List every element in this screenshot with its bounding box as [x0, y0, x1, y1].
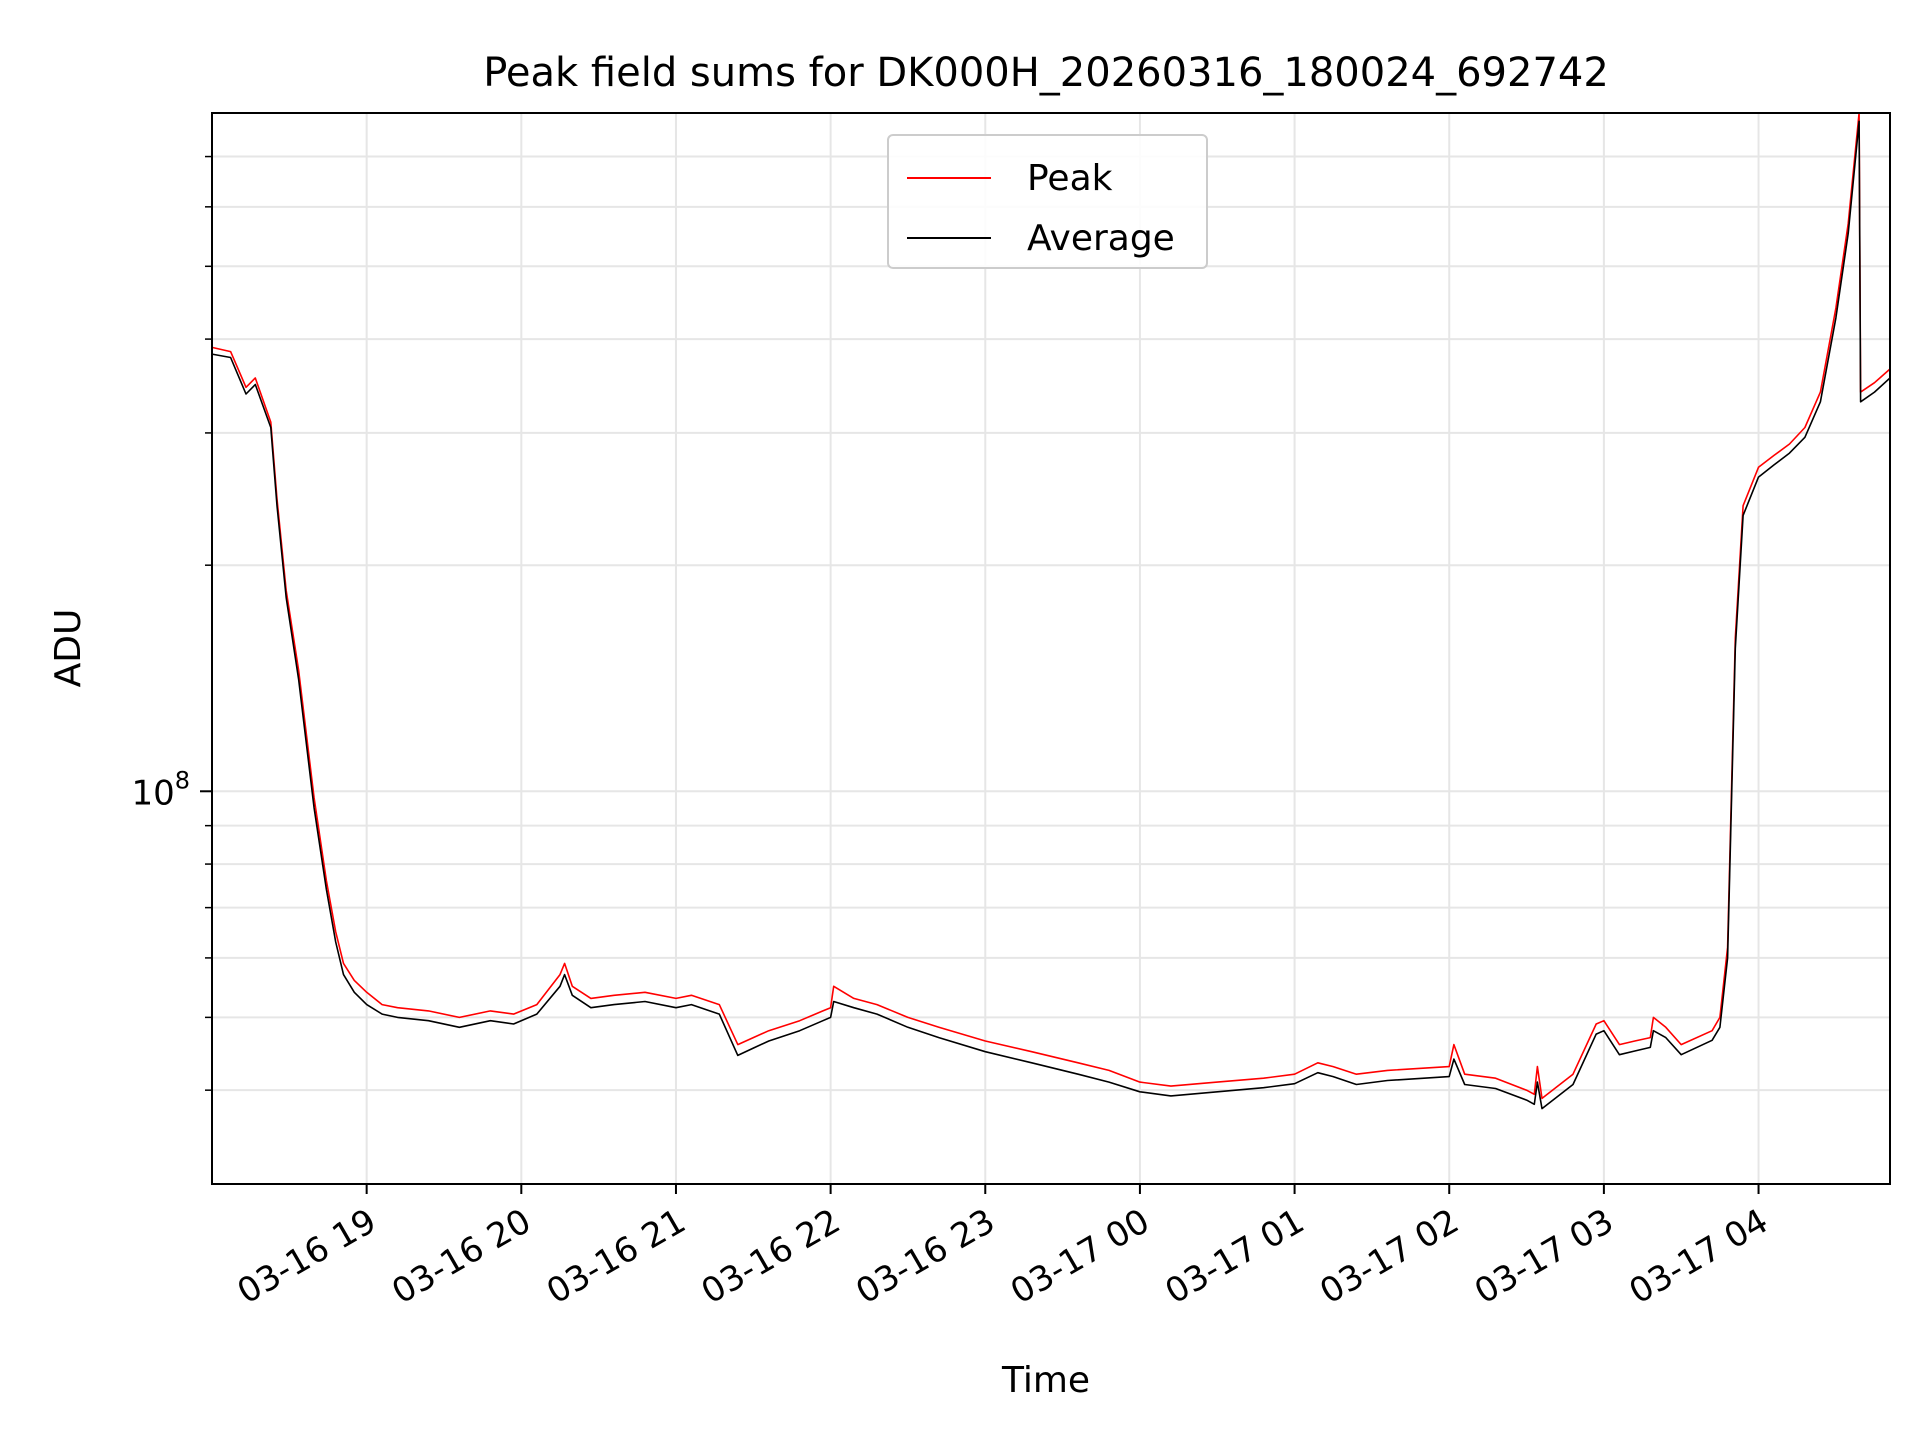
x-axis-label: Time	[1001, 1360, 1090, 1401]
y-tick-label: 108	[131, 766, 190, 813]
y-axis-label: ADU	[48, 609, 89, 688]
x-tick-label: 03-17 00	[1004, 1201, 1156, 1312]
grid	[212, 113, 1890, 1184]
x-tick-label: 03-16 20	[385, 1201, 537, 1312]
x-tick-label: 03-16 22	[695, 1201, 847, 1312]
plot-frame	[211, 112, 1891, 1185]
x-tick-label: 03-16 21	[540, 1201, 692, 1312]
legend-label-average: Average	[1027, 217, 1175, 259]
legend: Peak Average	[887, 134, 1208, 269]
series-layer	[211, 112, 1891, 1110]
legend-item-peak: Peak	[907, 157, 1113, 199]
legend-label-peak: Peak	[1027, 157, 1113, 199]
x-tick-label: 03-17 02	[1313, 1201, 1465, 1312]
series-line-average	[211, 120, 1891, 1110]
series-line-peak	[211, 112, 1891, 1100]
legend-swatch-peak	[907, 177, 991, 179]
x-tick-label: 03-17 01	[1159, 1201, 1311, 1312]
x-tick-label: 03-17 04	[1623, 1201, 1775, 1312]
legend-item-average: Average	[907, 217, 1175, 259]
chart-title: Peak field sums for DK000H_20260316_1800…	[483, 50, 1609, 96]
legend-swatch-average	[907, 237, 991, 239]
x-tick-label: 03-17 03	[1468, 1201, 1620, 1312]
x-tick-label: 03-16 19	[231, 1201, 383, 1312]
axes: 03-16 19 03-16 20 03-16 21 03-16 22 03-16 23…	[131, 155, 1775, 1312]
x-tick-label: 03-16 23	[849, 1201, 1001, 1312]
